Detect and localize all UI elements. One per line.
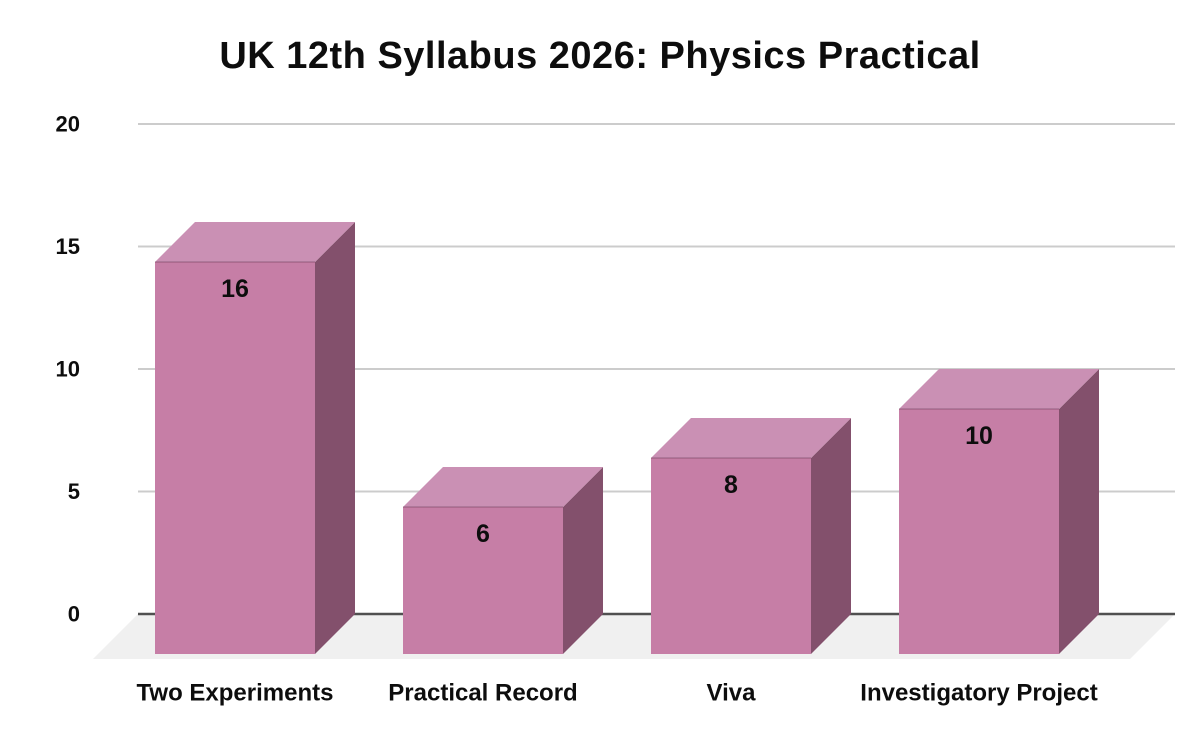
bar-top-face-practical-record — [403, 467, 603, 507]
bar-side-face-practical-record — [563, 467, 603, 654]
bar-side-face-two-experiments — [315, 222, 355, 654]
x-axis-label-viva: Viva — [707, 679, 757, 706]
bar-top-face-viva — [651, 418, 851, 458]
chart-title: UK 12th Syllabus 2026: Physics Practical — [219, 35, 981, 77]
x-axis-label-investigatory-project: Investigatory Project — [860, 679, 1097, 706]
y-axis-label-10: 10 — [56, 357, 80, 382]
bar-value-label-practical-record: 6 — [476, 520, 490, 548]
bar-front-face-viva — [651, 458, 811, 654]
bar-front-face-two-experiments — [155, 262, 315, 654]
bar-side-face-viva — [811, 418, 851, 654]
y-axis-label-15: 15 — [56, 234, 80, 259]
x-axis-label-practical-record: Practical Record — [388, 679, 577, 706]
bar-top-face-two-experiments — [155, 222, 355, 262]
bar-side-face-investigatory-project — [1059, 369, 1099, 654]
y-axis-label-0: 0 — [68, 602, 80, 627]
bar-top-face-investigatory-project — [899, 369, 1099, 409]
bar-front-face-practical-record — [403, 507, 563, 654]
x-axis-label-two-experiments: Two Experiments — [137, 679, 334, 706]
y-axis-label-5: 5 — [68, 479, 80, 504]
bar-value-label-two-experiments: 16 — [221, 275, 249, 303]
y-axis-label-20: 20 — [56, 112, 80, 137]
bar-front-face-investigatory-project — [899, 409, 1059, 654]
bar-value-label-viva: 8 — [724, 471, 738, 499]
bar-value-label-investigatory-project: 10 — [965, 422, 993, 450]
